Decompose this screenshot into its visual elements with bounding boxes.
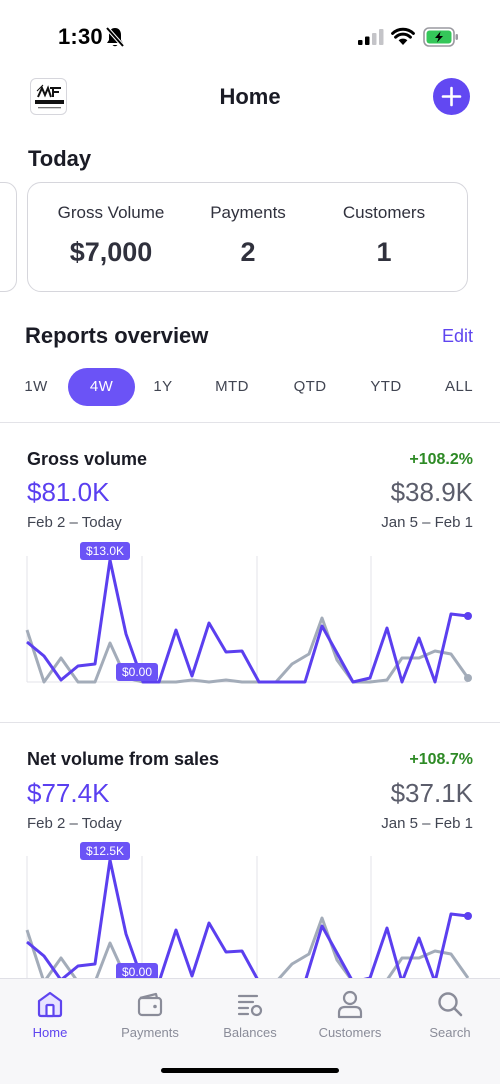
status-bar: 1:30	[0, 0, 500, 70]
metric-value: 1	[376, 237, 392, 267]
previous-period-line	[25, 916, 470, 978]
metric-value: 2	[240, 237, 256, 267]
chart-previous-value: $38.9K	[390, 477, 473, 507]
gross-volume-chart	[25, 556, 472, 684]
metric-label: Customers	[342, 203, 426, 222]
range-tab-all[interactable]: ALL	[445, 378, 473, 395]
today-summary-card[interactable]: Gross Volume $7,000 Payments 2 Customers…	[27, 182, 468, 292]
chart-min-label: $0.00	[116, 663, 159, 681]
current-period-line	[26, 558, 469, 684]
previous-period-line	[25, 616, 470, 684]
range-tab-mtd[interactable]: MTD	[215, 378, 249, 395]
home-icon	[37, 991, 63, 1018]
tab-home[interactable]: Home	[0, 989, 100, 1040]
divider	[0, 422, 500, 423]
metric-value: $7,000	[69, 237, 153, 267]
edit-button[interactable]: Edit	[442, 326, 474, 346]
chart-max-label: $13.0K	[80, 542, 131, 560]
tab-customers[interactable]: Customers	[300, 989, 400, 1040]
net-volume-chart	[25, 856, 472, 978]
person-icon	[337, 990, 363, 1019]
tab-label: Search	[429, 1025, 471, 1040]
tab-search[interactable]: Search	[400, 989, 500, 1040]
tab-label: Customers	[318, 1025, 382, 1040]
home-indicator	[161, 1068, 339, 1073]
range-tabs: 1W 4W 1Y MTD QTD YTD ALL	[0, 368, 500, 406]
chart-current-value: $77.4K	[27, 778, 110, 808]
tab-bar: Home Payments Balances Customers Sea	[0, 978, 500, 1084]
chart-previous-value: $37.1K	[390, 778, 473, 808]
range-tab-qtd[interactable]: QTD	[293, 378, 327, 395]
metric-gross-volume: Gross Volume $7,000	[38, 203, 184, 268]
wifi-icon	[391, 27, 415, 45]
chart-gridlines	[26, 856, 372, 978]
chart-previous-range: Jan 5 – Feb 1	[381, 815, 473, 832]
account-logo[interactable]	[30, 78, 67, 115]
current-period-line	[26, 858, 469, 978]
current-period-endpoint	[464, 912, 472, 920]
range-tab-1w[interactable]: 1W	[24, 378, 48, 395]
current-period-endpoint	[464, 612, 472, 620]
tab-label: Home	[32, 1025, 68, 1040]
page-title: Home	[219, 84, 281, 109]
range-tab-ytd[interactable]: YTD	[370, 378, 402, 395]
bell-off-icon	[105, 26, 125, 48]
tab-payments[interactable]: Payments	[100, 989, 200, 1040]
search-icon	[438, 992, 463, 1017]
metric-payments: Payments 2	[188, 203, 308, 268]
previous-card-edge[interactable]	[0, 182, 17, 292]
balances-icon	[237, 994, 263, 1017]
chart-change: +108.7%	[409, 751, 473, 768]
divider	[0, 722, 500, 723]
chart-title: Gross volume	[27, 449, 148, 469]
chart-title: Net volume from sales	[27, 749, 220, 769]
chart-min-label: $0.00	[116, 963, 159, 981]
range-tab-4w[interactable]: 4W	[68, 368, 135, 406]
add-button[interactable]	[433, 78, 470, 115]
chart-current-range: Feb 2 – Today	[27, 815, 122, 832]
chart-change: +108.2%	[409, 451, 473, 468]
tab-balances[interactable]: Balances	[200, 989, 300, 1040]
wallet-icon	[137, 992, 163, 1017]
chart-max-label: $12.5K	[80, 842, 131, 860]
signal-icon	[358, 29, 384, 45]
plus-icon	[441, 86, 462, 107]
chart-current-value: $81.0K	[27, 477, 110, 507]
tab-label: Payments	[121, 1025, 179, 1040]
metric-label: Gross Volume	[57, 203, 165, 222]
chart-previous-range: Jan 5 – Feb 1	[381, 514, 473, 531]
metric-customers: Customers 1	[324, 203, 444, 268]
tab-label: Balances	[223, 1025, 277, 1040]
range-tab-1y[interactable]: 1Y	[153, 378, 173, 395]
battery-icon	[423, 27, 458, 47]
today-title: Today	[28, 146, 92, 171]
header: Home	[0, 70, 500, 126]
metric-label: Payments	[210, 203, 286, 222]
reports-title: Reports overview	[25, 323, 209, 348]
status-time: 1:30	[58, 24, 103, 49]
chart-current-range: Feb 2 – Today	[27, 514, 122, 531]
previous-period-endpoint	[464, 674, 472, 682]
chart-gridlines	[26, 556, 468, 683]
